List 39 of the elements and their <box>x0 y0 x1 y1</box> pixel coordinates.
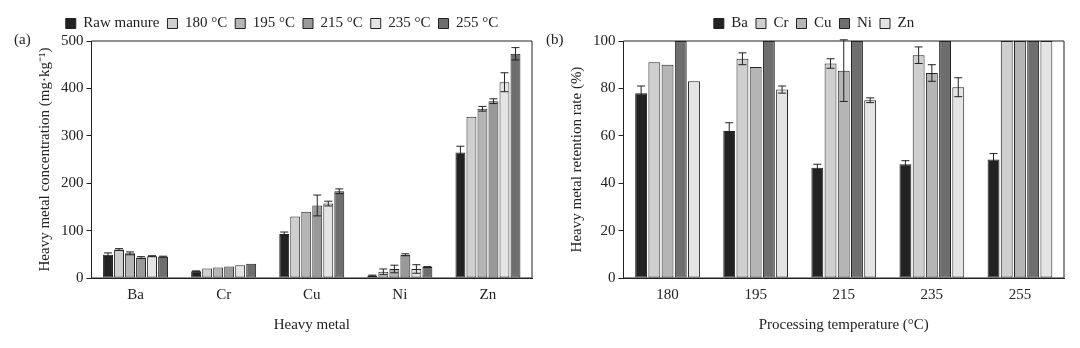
x-tick-label: 255 <box>1008 285 1032 302</box>
y-tick-label: 0 <box>76 268 84 285</box>
y-tick-label: 80 <box>600 79 616 96</box>
y-tick-label: 100 <box>593 31 616 48</box>
y-tick-label: 500 <box>61 31 84 48</box>
legend-label: 235 °C <box>388 14 431 31</box>
legend-label: Ba <box>731 14 749 31</box>
legend-label: 195 °C <box>252 14 295 31</box>
y-tick-label: 20 <box>600 221 616 238</box>
x-axis-title: Heavy metal <box>273 315 350 332</box>
y-tick-label: 100 <box>61 221 84 238</box>
y-tick-label: 300 <box>61 126 84 143</box>
y-tick-label: 60 <box>600 126 616 143</box>
y-tick-label: 40 <box>600 174 616 191</box>
legend-label: Cu <box>814 14 832 31</box>
y-axis-title: Heavy metal retention rate (%) <box>567 66 585 253</box>
y-axis-title: Heavy metal concentration (mg·kg⁻¹) <box>35 47 53 272</box>
legend-label: 255 °C <box>455 14 499 31</box>
legend-label: Raw manure <box>83 14 160 31</box>
x-tick-label: Cu <box>302 285 321 302</box>
legend-label: 180 °C <box>184 14 228 31</box>
y-tick-label: 0 <box>608 268 616 285</box>
y-tick-label: 400 <box>61 79 84 96</box>
x-axis-title: Processing temperature (°C) <box>758 315 929 333</box>
legend-label: Ni <box>857 14 872 31</box>
y-tick-label: 200 <box>61 174 84 191</box>
x-tick-label: Cr <box>216 285 232 302</box>
legend-label: 215 °C <box>320 14 363 31</box>
x-tick-label: 215 <box>832 285 855 302</box>
text: (b) <box>546 31 564 49</box>
x-tick-label: Zn <box>479 285 497 302</box>
text: (a) <box>14 31 31 49</box>
x-tick-label: 180 <box>656 285 679 302</box>
legend-label: Cr <box>773 14 789 31</box>
x-tick-label: Ni <box>392 285 408 302</box>
x-tick-label: 195 <box>744 285 767 302</box>
legend-label: Zn <box>897 14 915 31</box>
x-tick-label: Ba <box>127 285 145 302</box>
x-tick-label: 235 <box>920 285 944 302</box>
